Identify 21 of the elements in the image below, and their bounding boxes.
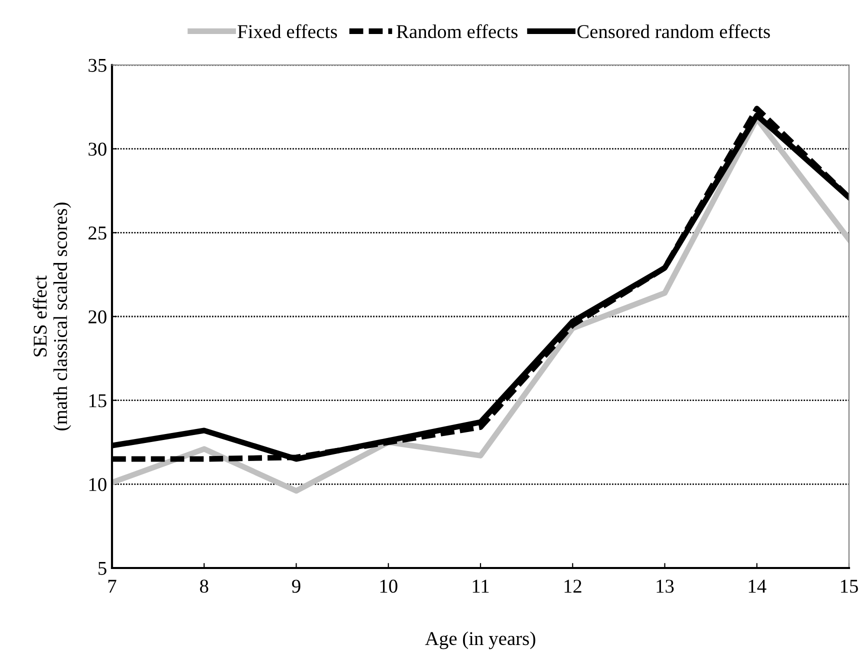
y-tick-label: 20: [88, 310, 106, 324]
legend-label: Censored random effects: [577, 24, 770, 38]
y-axis-title: SES effect (math classical scaled scores): [32, 202, 72, 430]
x-tick-label: 15: [840, 580, 858, 593]
y-tick-label: 30: [88, 142, 106, 156]
x-tick-label: 11: [472, 580, 489, 593]
y-tick-label: 10: [89, 478, 106, 492]
y-tick-label: 25: [88, 226, 106, 240]
x-tick-label: 10: [380, 580, 398, 593]
x-tick-label: 14: [748, 580, 766, 593]
x-tick-label: 9: [292, 580, 300, 593]
x-tick-label: 12: [564, 580, 582, 593]
y-tick-label: 5: [98, 562, 106, 575]
y-tick-label: 35: [88, 58, 106, 72]
x-axis-title: Age (in years): [425, 631, 536, 650]
legend-label: Random effects: [396, 24, 518, 38]
legend-label: Fixed effects: [238, 24, 337, 38]
x-tick-label: 8: [200, 580, 208, 593]
y-tick-label: 15: [89, 394, 106, 408]
x-tick-label: 13: [656, 580, 674, 593]
x-tick-label: 7: [108, 580, 116, 593]
